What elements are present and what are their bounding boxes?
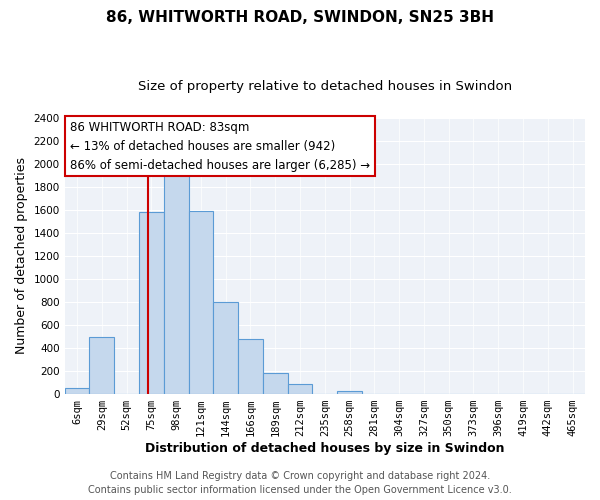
Bar <box>337 390 362 394</box>
Bar <box>89 336 114 394</box>
Bar <box>287 384 313 394</box>
Text: 86, WHITWORTH ROAD, SWINDON, SN25 3BH: 86, WHITWORTH ROAD, SWINDON, SN25 3BH <box>106 10 494 25</box>
Bar <box>238 339 263 394</box>
Bar <box>214 302 238 394</box>
Bar <box>164 170 188 394</box>
Bar <box>139 212 164 394</box>
X-axis label: Distribution of detached houses by size in Swindon: Distribution of detached houses by size … <box>145 442 505 455</box>
Title: Size of property relative to detached houses in Swindon: Size of property relative to detached ho… <box>138 80 512 93</box>
Text: Contains HM Land Registry data © Crown copyright and database right 2024.
Contai: Contains HM Land Registry data © Crown c… <box>88 471 512 495</box>
Bar <box>65 388 89 394</box>
Bar <box>263 373 287 394</box>
Y-axis label: Number of detached properties: Number of detached properties <box>15 158 28 354</box>
Bar <box>188 211 214 394</box>
Text: 86 WHITWORTH ROAD: 83sqm
← 13% of detached houses are smaller (942)
86% of semi-: 86 WHITWORTH ROAD: 83sqm ← 13% of detach… <box>70 120 370 172</box>
